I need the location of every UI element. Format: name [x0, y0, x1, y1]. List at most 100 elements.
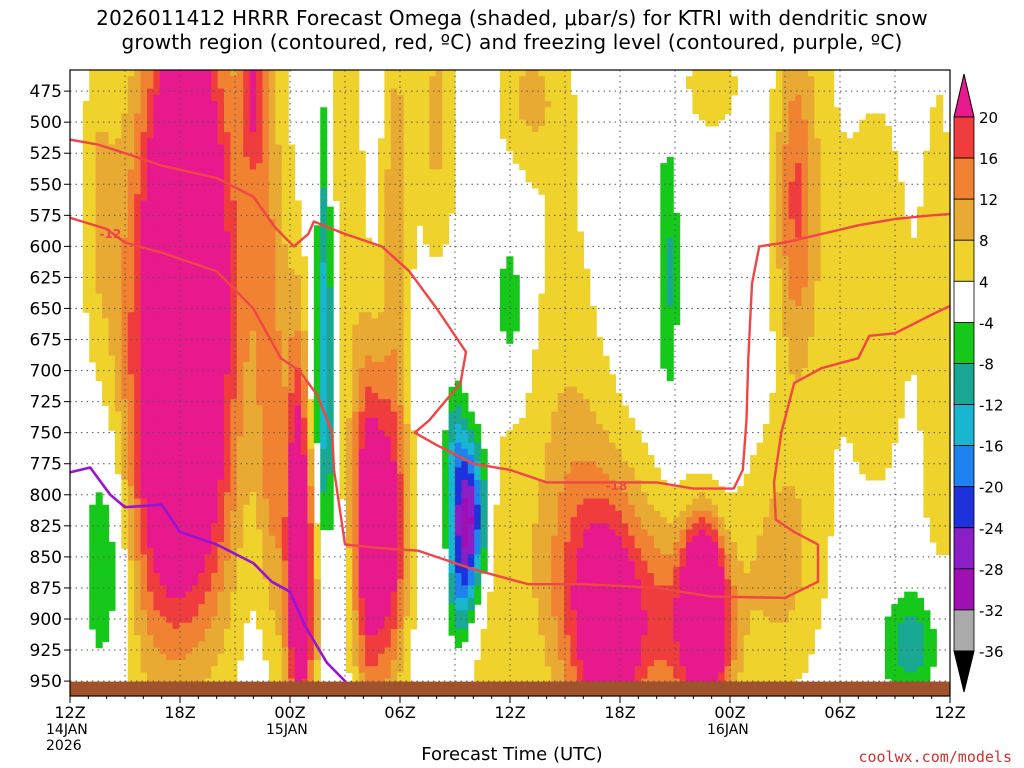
omega-cell	[397, 318, 405, 326]
omega-cell	[467, 492, 475, 500]
omega-cell	[191, 219, 199, 226]
omega-cell	[378, 150, 386, 158]
omega-cell	[159, 274, 167, 282]
omega-cell	[121, 535, 129, 543]
omega-cell	[95, 641, 103, 649]
omega-cell	[384, 604, 392, 611]
omega-cell	[224, 386, 232, 394]
omega-cell	[410, 250, 418, 257]
omega-cell	[236, 380, 244, 388]
omega-cell	[108, 604, 116, 611]
omega-cell	[358, 653, 366, 661]
omega-cell	[230, 343, 238, 351]
omega-cell	[474, 591, 482, 599]
omega-cell	[281, 181, 289, 189]
omega-cell	[185, 566, 193, 574]
omega-cell	[204, 591, 212, 599]
omega-cell	[320, 231, 328, 239]
omega-cell	[82, 200, 90, 208]
omega-cell	[313, 635, 321, 642]
omega-cell	[371, 324, 379, 332]
omega-cell	[275, 442, 283, 450]
omega-cell	[262, 436, 270, 444]
omega-cell	[153, 305, 161, 313]
omega-cell	[140, 417, 148, 425]
omega-cell	[461, 622, 469, 630]
omega-cell	[448, 597, 456, 605]
omega-cell	[384, 337, 392, 344]
omega-cell	[140, 138, 148, 146]
omega-cell	[204, 206, 212, 214]
omega-cell	[403, 144, 411, 152]
omega-cell	[198, 113, 206, 121]
omega-cell	[320, 486, 328, 493]
omega-cell	[442, 492, 450, 500]
omega-cell	[275, 237, 283, 245]
omega-cell	[371, 268, 379, 276]
omega-cell	[89, 281, 97, 288]
omega-cell	[204, 132, 212, 139]
omega-cell	[230, 610, 238, 618]
omega-cell	[134, 88, 142, 96]
omega-cell	[224, 479, 232, 487]
omega-cell	[448, 560, 456, 568]
omega-cell	[358, 287, 366, 295]
omega-cell	[211, 659, 219, 667]
omega-cell	[262, 132, 270, 139]
omega-cell	[121, 368, 129, 375]
omega-cell	[397, 262, 405, 270]
omega-cell	[281, 653, 289, 661]
omega-cell	[378, 380, 386, 388]
omega-cell	[140, 455, 148, 462]
omega-cell	[179, 156, 187, 164]
omega-cell	[371, 343, 379, 351]
omega-cell	[339, 448, 347, 456]
omega-cell	[275, 554, 283, 562]
omega-cell	[262, 293, 270, 301]
omega-cell	[159, 150, 167, 158]
omega-cell	[288, 461, 296, 469]
omega-cell	[134, 305, 142, 313]
omega-cell	[224, 361, 232, 369]
omega-cell	[230, 653, 238, 661]
omega-cell	[384, 225, 392, 233]
omega-cell	[159, 510, 167, 518]
omega-cell	[429, 119, 437, 127]
omega-cell	[410, 94, 418, 102]
omega-cell	[288, 616, 296, 624]
omega-cell	[230, 225, 238, 233]
omega-cell	[256, 225, 264, 233]
omega-cell	[294, 566, 302, 574]
omega-cell	[217, 560, 225, 568]
omega-cell	[358, 597, 366, 605]
omega-cell	[172, 641, 180, 649]
omega-cell	[403, 281, 411, 288]
omega-cell	[275, 231, 283, 239]
omega-cell	[320, 163, 328, 170]
omega-cell	[153, 293, 161, 301]
omega-cell	[397, 554, 405, 562]
omega-cell	[102, 169, 110, 177]
omega-cell	[268, 355, 276, 363]
omega-cell	[204, 82, 212, 90]
omega-cell	[268, 417, 276, 425]
omega-cell	[191, 597, 199, 605]
omega-cell	[191, 560, 199, 568]
omega-cell	[313, 548, 321, 555]
omega-cell	[313, 305, 321, 313]
omega-cell	[185, 318, 193, 326]
omega-cell	[89, 579, 97, 587]
omega-cell	[442, 194, 450, 202]
omega-cell	[153, 523, 161, 531]
omega-cell	[365, 262, 373, 270]
omega-cell	[499, 119, 507, 127]
omega-cell	[191, 299, 199, 307]
omega-cell	[345, 101, 353, 108]
omega-cell	[281, 411, 289, 419]
omega-cell	[288, 535, 296, 543]
omega-cell	[493, 554, 501, 562]
omega-cell	[172, 541, 180, 549]
omega-cell	[108, 368, 116, 375]
omega-cell	[281, 604, 289, 611]
omega-cell	[294, 318, 302, 326]
